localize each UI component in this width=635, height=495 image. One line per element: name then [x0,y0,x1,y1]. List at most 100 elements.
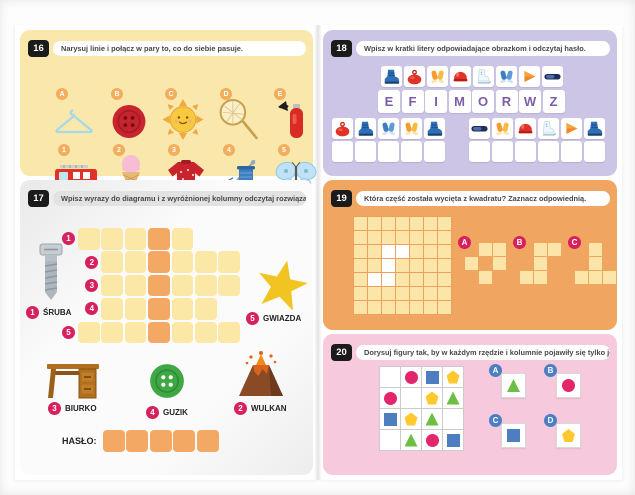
password-cell[interactable] [149,430,172,452]
answer-box[interactable] [424,141,445,162]
crossword-cell[interactable] [195,274,217,297]
answer-box[interactable] [492,141,513,162]
grid-cell [368,259,381,272]
sudoku-empty-cell[interactable] [380,430,400,450]
crossword-cell[interactable] [195,321,217,344]
shape-option-a[interactable]: A [489,364,539,412]
circle-shape [425,433,439,447]
goggles-icon [544,73,561,80]
exercise-17-section: 17 Wpisz wyrazy do diagramu i z wyróżnio… [20,180,313,475]
ski-boot-icon [587,121,603,136]
answer-box[interactable] [469,141,490,162]
password-cell[interactable] [126,430,148,452]
password-cell[interactable] [196,430,219,452]
crossword-cell[interactable] [101,274,123,297]
shape-option-b[interactable]: B [544,364,594,412]
clue-label: ŚRUBA [43,308,72,317]
item-e-extinguisher[interactable]: E [266,88,318,140]
letter-card: W [519,90,541,113]
grid-cell [354,273,367,286]
sudoku-empty-cell[interactable] [443,409,463,429]
answer-box[interactable] [332,141,353,162]
crossword-cell[interactable] [78,321,100,344]
option-piece [575,243,616,284]
crossword-highlight-cell[interactable] [148,251,170,273]
word2-picture-row [469,118,605,139]
crossword-cell[interactable] [218,321,240,344]
crossword-cell[interactable] [124,321,147,344]
shape-option-c[interactable]: C [489,414,539,462]
answer-box[interactable] [538,141,559,162]
shape-option-d[interactable]: D [544,414,594,462]
password-cell[interactable] [102,430,125,452]
crossword-cell[interactable] [124,274,147,297]
sled-icon [335,121,350,137]
answer-box[interactable] [355,141,376,162]
crossword-highlight-cell[interactable] [148,228,170,250]
crossword-cell[interactable] [101,321,123,344]
grid-cell [396,273,409,286]
crossword-cell[interactable] [101,228,123,250]
grid-cell [382,231,395,244]
letter-card: O [472,90,494,113]
item-a-hanger[interactable]: A [48,88,100,140]
picture-card [381,66,402,87]
crossword-cell[interactable] [171,298,194,320]
answer-box[interactable] [584,141,605,162]
crossword-cell[interactable] [218,274,240,297]
crossword-cell[interactable] [171,251,194,273]
sudoku-empty-cell[interactable] [380,367,400,387]
crossword-cell[interactable] [124,228,147,250]
crossword-cell[interactable] [218,251,240,273]
answer-box[interactable] [561,141,582,162]
crossword-cell[interactable] [171,274,194,297]
crossword-cell[interactable] [78,228,100,250]
clue-guzik: 4 GUZIK [146,406,188,419]
item-c-sun[interactable]: C [157,88,209,140]
grid-cell [368,245,381,258]
item-d-butterfly-net[interactable]: D [212,88,264,140]
exercise-number-badge: 19 [331,190,352,207]
option-a[interactable]: A [455,232,510,292]
password-cell[interactable] [173,430,195,452]
exercise-19-section: 19 Która część została wycięta z kwadrat… [323,180,617,330]
grid-cell [410,301,423,314]
piece-cell [589,257,602,270]
option-b[interactable]: B [510,232,565,292]
picture-card [538,118,559,139]
grid-cell [424,301,437,314]
red-button-icon [112,105,146,138]
clue-label: GWIAZDA [263,314,302,323]
clue-number-badge: 5 [246,312,259,325]
crossword-cell[interactable] [101,298,123,320]
sudoku-empty-cell[interactable] [401,388,421,408]
answer-box[interactable] [378,141,399,162]
crossword-cell[interactable] [101,251,123,273]
option-letter-badge: D [544,414,557,427]
picture-card [404,66,425,87]
crossword-cell[interactable] [124,251,147,273]
item-b-button[interactable]: B [103,88,155,140]
grid-cell [410,273,423,286]
triangle-shape [425,412,439,426]
crossword-highlight-cell[interactable] [148,321,170,344]
answer-box[interactable] [515,141,536,162]
crossword-highlight-cell[interactable] [148,274,170,297]
answer-box[interactable] [401,141,422,162]
grid-cell [410,217,423,230]
crossword-cell[interactable] [171,321,194,344]
clue-number-badge: 3 [48,402,61,415]
shape-card [501,373,526,398]
square-shape [446,433,460,447]
clue-label: WULKAN [251,404,287,413]
option-c[interactable]: C [565,232,620,292]
piece-cell [520,271,533,284]
crossword-highlight-cell[interactable] [148,298,170,320]
crossword-cell[interactable] [195,298,217,320]
crossword-cell[interactable] [171,228,194,250]
grid-cell [368,217,381,230]
sudoku-cell [380,409,400,429]
crossword-cell[interactable] [124,298,147,320]
crossword-cell[interactable] [195,251,217,273]
